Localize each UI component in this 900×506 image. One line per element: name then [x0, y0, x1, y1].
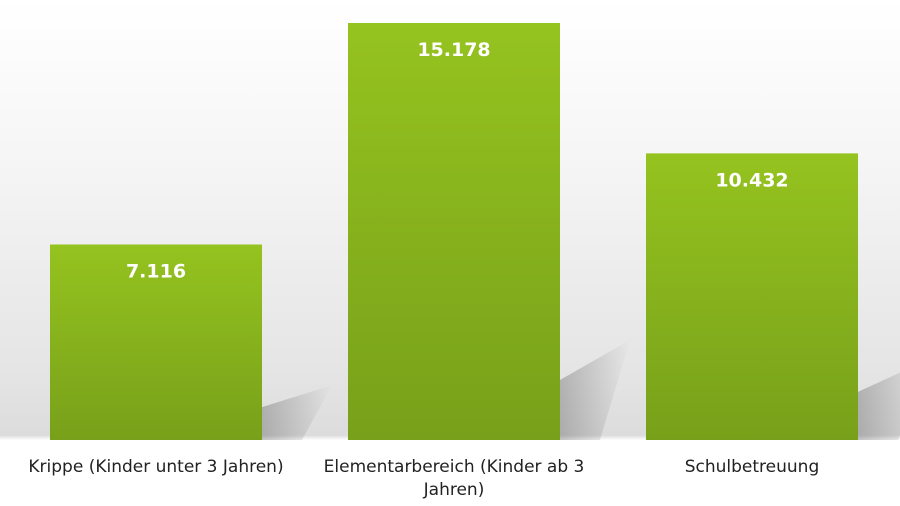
bar	[348, 23, 560, 440]
value-labels: 7.116 15.178 10.432	[126, 39, 789, 282]
bar	[50, 244, 262, 440]
category-label: Schulbetreuung	[685, 457, 820, 477]
category-label: Krippe (Kinder unter 3 Jahren)	[28, 457, 283, 477]
bar-value-label: 7.116	[126, 260, 186, 282]
bar-shadow	[560, 340, 630, 440]
bar-value-label: 15.178	[417, 39, 490, 61]
bar-shadows	[262, 340, 900, 440]
category-labels: Krippe (Kinder unter 3 Jahren) Elementarb…	[28, 457, 819, 500]
bar-shadow	[858, 372, 900, 440]
bar-value-label: 10.432	[715, 169, 788, 191]
bars	[50, 23, 858, 441]
bar-shadow	[262, 385, 332, 440]
category-label: Elementarbereich (Kinder ab 3 Jahren)	[324, 457, 585, 500]
bar	[646, 153, 858, 441]
